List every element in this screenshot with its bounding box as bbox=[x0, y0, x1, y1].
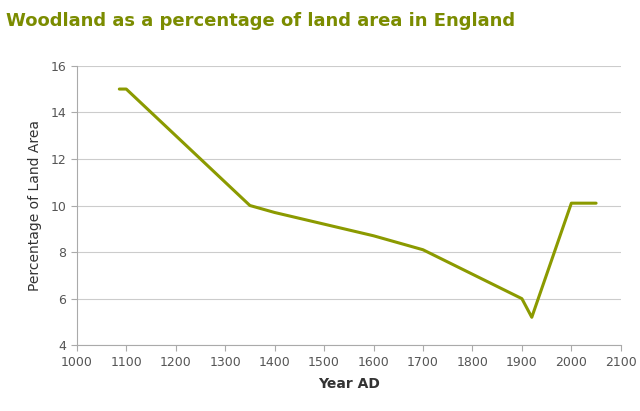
Text: Woodland as a percentage of land area in England: Woodland as a percentage of land area in… bbox=[6, 12, 516, 30]
Y-axis label: Percentage of Land Area: Percentage of Land Area bbox=[28, 120, 42, 291]
X-axis label: Year AD: Year AD bbox=[318, 377, 380, 391]
